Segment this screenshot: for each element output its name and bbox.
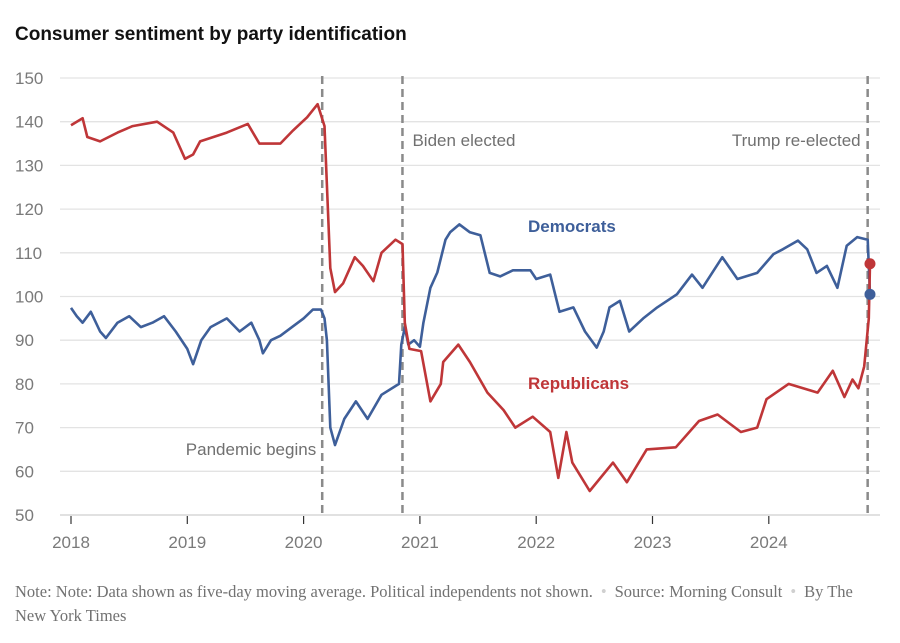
democrats-line (69, 223, 872, 447)
footer: Note: Note: Data shown as five-day movin… (15, 580, 875, 628)
x-tick-label: 2022 (517, 533, 555, 552)
x-tick-label: 2019 (168, 533, 206, 552)
y-tick-label: 50 (15, 506, 34, 525)
separator-dot: • (600, 582, 607, 601)
x-tick-label: 2018 (52, 533, 90, 552)
democrats-label: Democrats (528, 217, 616, 236)
gridlines (60, 77, 880, 516)
y-tick-label: 140 (15, 113, 43, 132)
democrats-end-dot (864, 288, 876, 300)
x-tick-label: 2024 (750, 533, 788, 552)
y-tick-label: 90 (15, 331, 34, 350)
event-label: Trump re-elected (732, 131, 861, 150)
x-axis: 2018 2019 2020 2021 2022 2023 2024 (52, 516, 788, 552)
footer-source: Source: Morning Consult (614, 582, 783, 601)
y-axis: 50 60 70 80 90 100 110 120 130 140 150 (15, 69, 43, 525)
footer-byline: By The New York Times (15, 582, 853, 625)
series-lines (69, 102, 876, 493)
separator-dot: • (790, 582, 797, 601)
x-tick-label: 2021 (401, 533, 439, 552)
y-tick-label: 120 (15, 200, 43, 219)
chart-title: Consumer sentiment by party identificati… (15, 24, 407, 45)
y-tick-label: 80 (15, 375, 34, 394)
event-label: Pandemic begins (186, 440, 316, 459)
y-tick-label: 110 (15, 244, 42, 263)
y-tick-label: 60 (15, 462, 34, 481)
y-tick-label: 70 (15, 419, 34, 438)
y-tick-label: 130 (15, 156, 43, 175)
event-annotations: Pandemic begins Biden elected Trump re-ele… (186, 76, 869, 515)
y-tick-label: 150 (15, 69, 43, 88)
footer-note: Note: Note: Data shown as five-day movin… (15, 582, 593, 601)
x-tick-label: 2020 (285, 533, 323, 552)
event-label: Biden elected (412, 131, 515, 150)
x-tick-label: 2023 (634, 533, 672, 552)
republicans-end-dot (864, 258, 876, 270)
republicans-label: Republicans (528, 374, 629, 393)
y-tick-label: 100 (15, 288, 43, 307)
republicans-line (70, 102, 872, 493)
line-chart: 50 60 70 80 90 100 110 120 130 140 150 2018 2019 202… (15, 69, 880, 552)
